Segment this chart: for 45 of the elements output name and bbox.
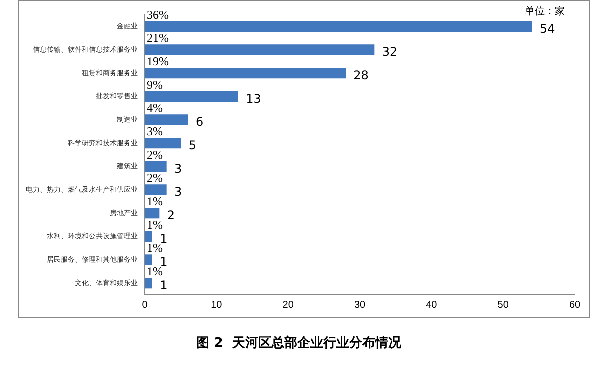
x-tick-label: 40: [426, 300, 438, 311]
bar: [145, 254, 152, 266]
data-label: 28: [354, 68, 369, 82]
bar: [145, 208, 160, 219]
annotation: 9%: [147, 78, 163, 92]
annotation: 单位：家: [525, 6, 565, 18]
annotation: 2%: [147, 148, 163, 162]
data-label: 3: [174, 162, 182, 176]
annotation: 19%: [147, 54, 169, 68]
data-label: 6: [196, 115, 204, 130]
annotation: 4%: [147, 101, 163, 116]
bar: [145, 44, 375, 56]
x-tick-label: 0: [142, 300, 148, 311]
data-label: 3: [174, 185, 182, 200]
data-label: 1: [160, 278, 168, 292]
x-tick-label: 10: [211, 300, 223, 311]
bar: [145, 138, 182, 149]
data-label: 54: [540, 22, 556, 36]
x-tick-label: 50: [498, 300, 510, 311]
bar: [145, 161, 167, 172]
x-tick-label: 20: [282, 300, 294, 311]
text: 图 2 天河区总部企业行业分布情况: [196, 334, 402, 352]
bar: [145, 91, 238, 102]
bar: [145, 21, 532, 32]
annotation: 36%: [147, 8, 169, 22]
data-label: 1: [160, 232, 168, 246]
annotation: 1%: [147, 194, 163, 208]
bar: [145, 278, 152, 289]
bar: [145, 184, 167, 196]
annotation: 1%: [147, 218, 163, 232]
x-tick-label: 30: [354, 300, 366, 311]
bar: [145, 68, 346, 79]
data-label: 2: [167, 208, 175, 222]
bar: [145, 231, 152, 242]
data-label: 5: [188, 138, 196, 152]
data-label: 32: [382, 45, 398, 60]
annotation: 3%: [147, 124, 163, 138]
annotation: 1%: [147, 241, 163, 256]
annotation: 1%: [147, 264, 163, 278]
annotation: 2%: [147, 171, 163, 186]
data-label: 1: [160, 255, 168, 270]
data-label: 13: [246, 92, 262, 106]
annotation: 21%: [147, 31, 169, 46]
bar: [145, 114, 188, 126]
x-tick-label: 60: [569, 300, 581, 311]
